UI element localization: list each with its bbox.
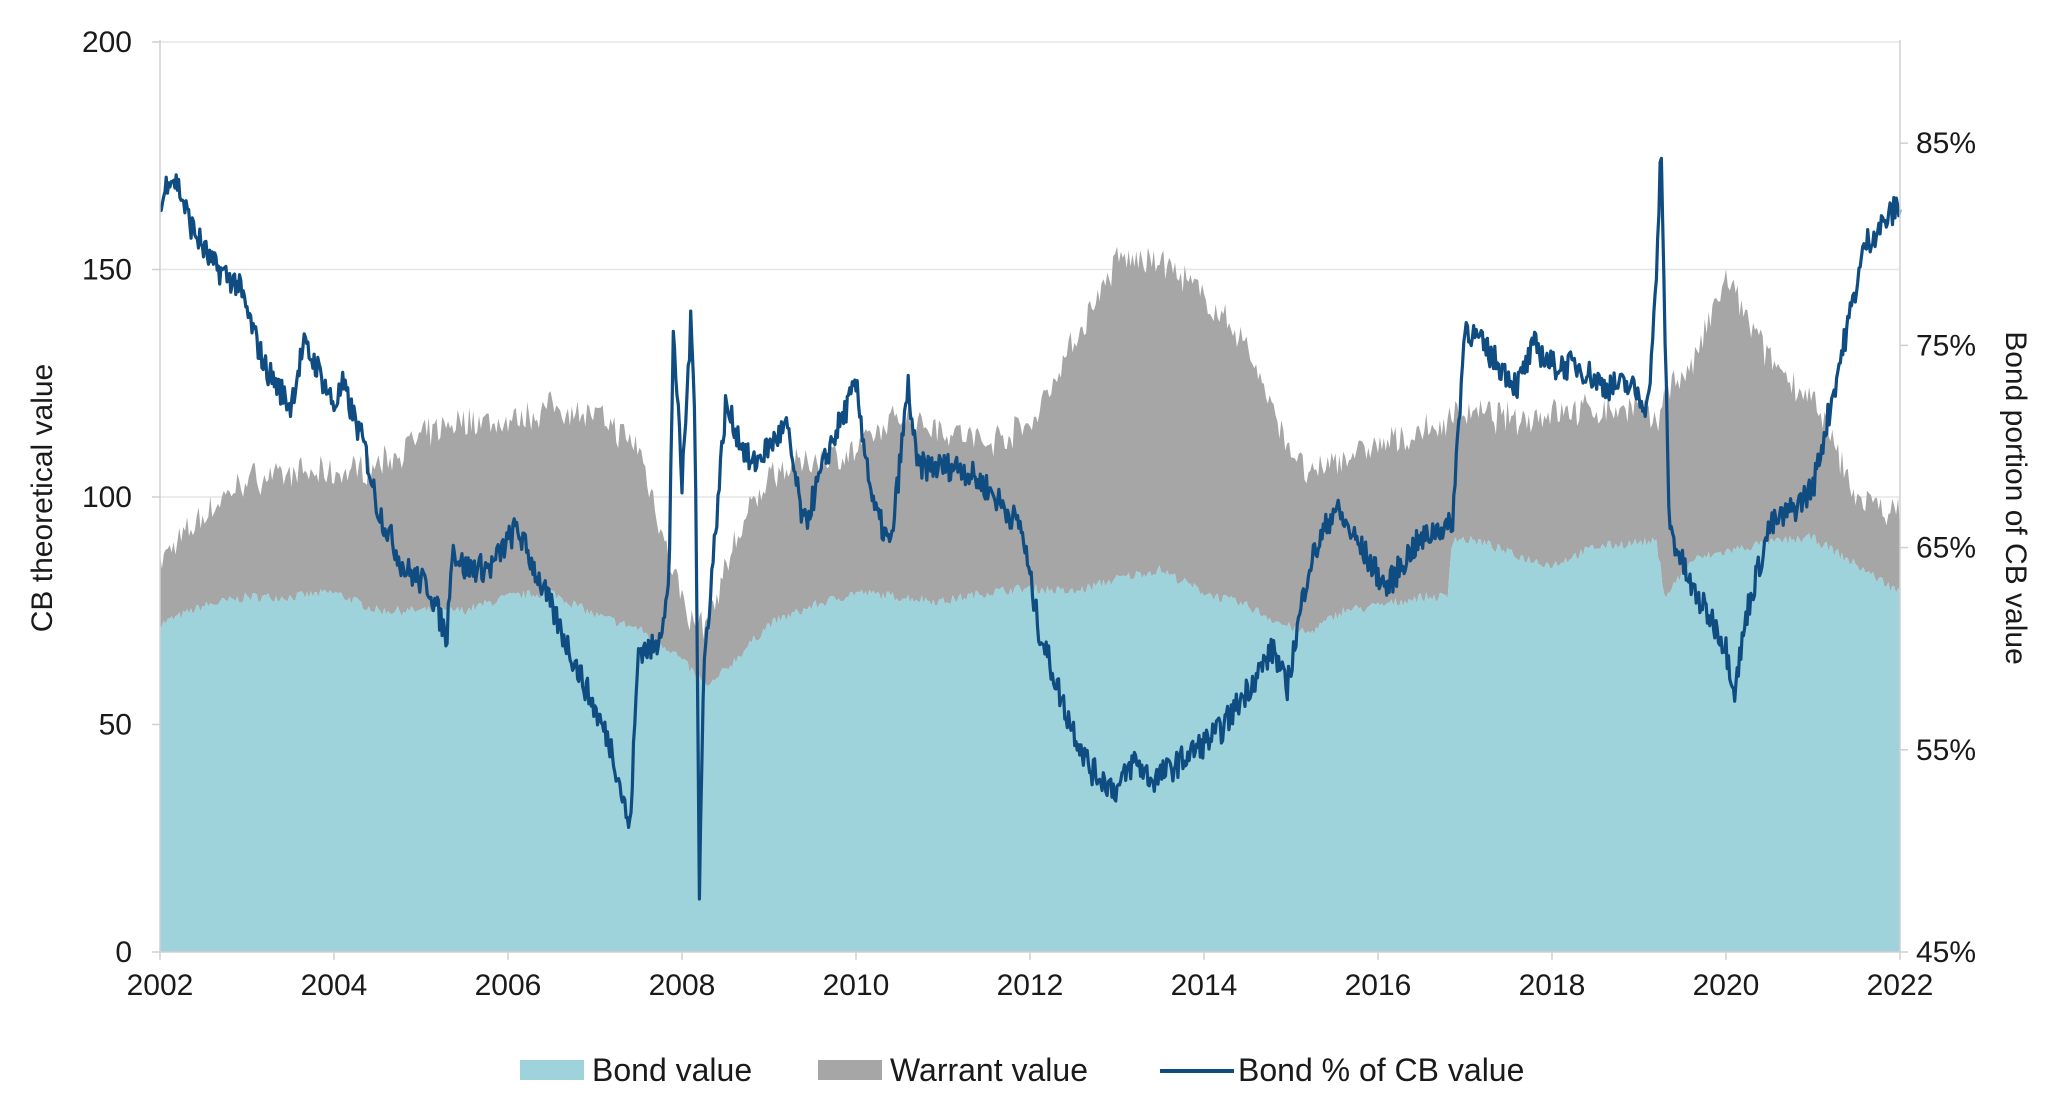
x-tick-label: 2022 xyxy=(1867,969,1934,1002)
x-tick-label: 2016 xyxy=(1345,969,1412,1002)
legend-swatch-warrant xyxy=(818,1060,882,1080)
y2-tick-label: 45% xyxy=(1916,936,1976,969)
x-tick-label: 2020 xyxy=(1693,969,1760,1002)
y-tick-label: 50 xyxy=(99,709,132,742)
y2-axis-title: Bond portion of CB value xyxy=(1999,331,2032,665)
x-tick-label: 2004 xyxy=(301,969,368,1002)
y2-tick-label: 75% xyxy=(1916,329,1976,362)
x-tick-label: 2010 xyxy=(823,969,890,1002)
x-tick-label: 2006 xyxy=(475,969,542,1002)
y2-tick-label: 65% xyxy=(1916,532,1976,565)
legend: Bond value Warrant value Bond % of CB va… xyxy=(520,1052,1524,1088)
area-layer xyxy=(160,246,1900,952)
legend-label-pct: Bond % of CB value xyxy=(1238,1052,1524,1088)
x-tick-label: 2002 xyxy=(127,969,194,1002)
x-tick-label: 2008 xyxy=(649,969,716,1002)
y-tick-label: 150 xyxy=(82,254,132,287)
y-tick-label: 200 xyxy=(82,26,132,59)
series-bond-pct-line xyxy=(159,156,1902,901)
legend-label-bond: Bond value xyxy=(592,1052,752,1088)
y-axis-title: CB theoretical value xyxy=(26,364,59,632)
legend-swatch-bond xyxy=(520,1060,584,1080)
line-layer xyxy=(159,156,1902,901)
x-tick-label: 2014 xyxy=(1171,969,1238,1002)
y2-tick-label: 85% xyxy=(1916,127,1976,160)
y-tick-label: 100 xyxy=(82,481,132,514)
x-tick-label: 2012 xyxy=(997,969,1064,1002)
y2-tick-label: 55% xyxy=(1916,734,1976,767)
series-bond-area xyxy=(160,533,1900,952)
legend-label-warrant: Warrant value xyxy=(890,1052,1088,1088)
axis-layer: 0 50 100 150 200 45% 55% 65% 75% 85% 2002 2004 2006 2… xyxy=(82,26,1976,1002)
y-tick-label: 0 xyxy=(115,936,132,969)
series-warrant-area xyxy=(160,246,1900,686)
x-tick-label: 2018 xyxy=(1519,969,1586,1002)
